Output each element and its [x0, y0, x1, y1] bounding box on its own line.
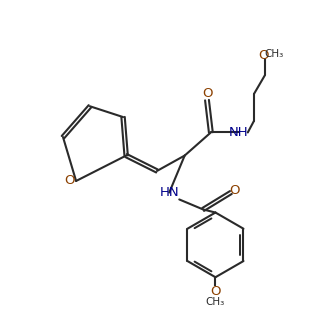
Text: NH: NH: [229, 126, 249, 139]
Text: O: O: [210, 285, 221, 298]
Text: HN: HN: [160, 186, 180, 199]
Text: CH₃: CH₃: [206, 297, 225, 307]
Text: O: O: [229, 184, 240, 197]
Text: CH₃: CH₃: [264, 49, 284, 59]
Text: O: O: [64, 175, 74, 187]
Text: O: O: [259, 49, 269, 62]
Text: O: O: [203, 87, 213, 100]
